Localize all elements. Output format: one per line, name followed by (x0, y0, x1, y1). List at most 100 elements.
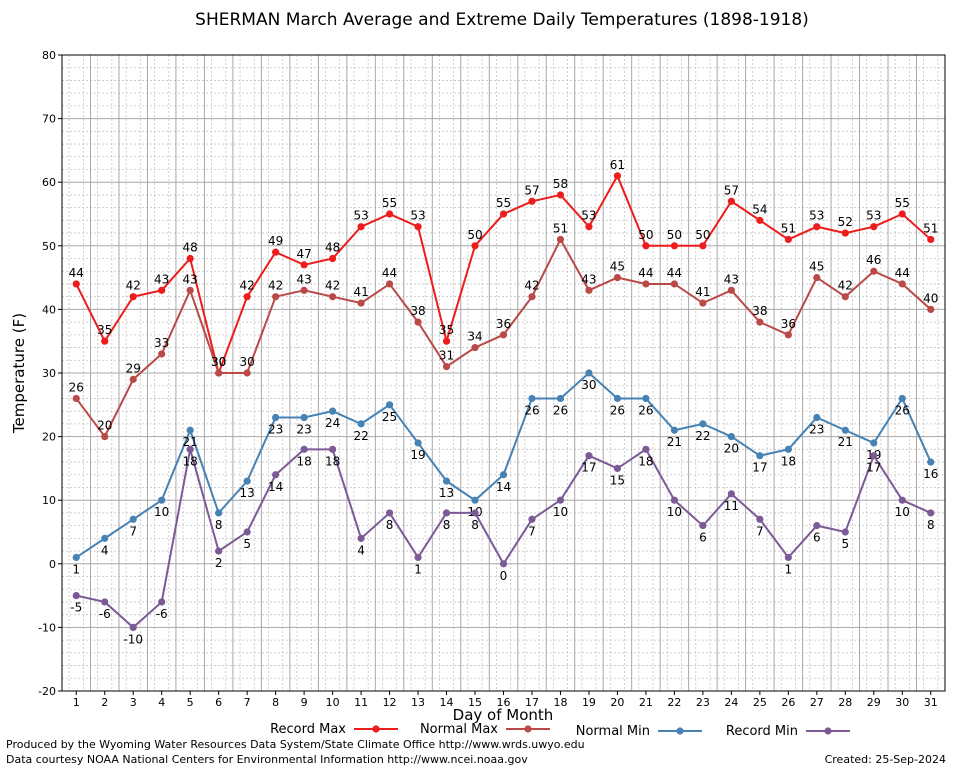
record-min-data-label: -5 (70, 601, 82, 615)
record-max-point (357, 223, 365, 231)
record-min-data-label: 18 (325, 454, 340, 468)
normal-min-data-label: 17 (752, 461, 767, 475)
legend-label-normal-min: Normal Min (576, 724, 650, 739)
record-min-point (756, 515, 764, 523)
normal-min-point (813, 413, 821, 422)
x-tick-label: 11 (354, 696, 368, 709)
y-axis-label: Temperature (F) (10, 313, 28, 434)
record-min-data-label: 8 (386, 518, 394, 532)
record-min-point (300, 445, 308, 453)
record-min-data-label: 10 (553, 505, 568, 519)
normal-max-point (699, 299, 707, 307)
x-tick-label: 14 (440, 696, 454, 709)
record-max-point (300, 261, 308, 269)
record-max-data-label: 48 (325, 241, 340, 255)
legend-label-normal-max: Normal Max (420, 722, 498, 737)
normal-max-data-label: 43 (724, 272, 739, 286)
normal-min-point (642, 394, 650, 403)
record-max-data-label: 50 (638, 228, 653, 242)
record-max-data-label: 50 (695, 228, 710, 242)
normal-min-point (300, 413, 308, 422)
record-min-point (442, 509, 451, 517)
normal-max-point (841, 293, 849, 301)
normal-min-data-label: 8 (215, 518, 223, 532)
record-min-data-label: 18 (183, 454, 198, 468)
y-tick-label: 30 (42, 367, 56, 380)
normal-max-data-label: 45 (610, 260, 625, 274)
normal-max-point (215, 369, 223, 377)
normal-max-data-label: 44 (382, 266, 397, 280)
normal-max-data-label: 44 (638, 266, 653, 280)
record-min-point (585, 452, 593, 460)
legend: Record Max Normal Max Normal Min Record Min (270, 722, 850, 739)
normal-max-data-label: 44 (667, 266, 682, 280)
record-min-point (528, 515, 536, 523)
normal-max-data-label: 36 (781, 317, 796, 331)
y-tick-label: 80 (42, 49, 56, 62)
x-tick-label: 1 (73, 696, 80, 709)
normal-max-data-label: 42 (838, 279, 853, 293)
record-max-data-label: 48 (183, 241, 198, 255)
normal-max-data-label: 42 (524, 279, 539, 293)
record-min-point (215, 547, 223, 555)
x-tick-label: 31 (924, 696, 938, 709)
record-max-point (756, 216, 764, 224)
normal-max-data-label: 30 (240, 355, 255, 369)
y-tick-label: 40 (42, 303, 56, 316)
record-min-point (784, 553, 792, 562)
record-min-point (870, 452, 878, 460)
record-max-point (186, 254, 194, 263)
normal-max-data-label: 45 (809, 260, 824, 274)
record-max-data-label: 35 (97, 323, 112, 337)
record-max-point (471, 242, 479, 250)
record-max-data-label: 54 (752, 202, 767, 216)
normal-max-data-label: 20 (97, 419, 112, 433)
x-tick-label: 16 (497, 696, 511, 709)
record-min-data-label: 7 (756, 524, 764, 538)
normal-max-point (585, 286, 593, 294)
normal-max-point (385, 280, 394, 288)
record-min-point (357, 534, 365, 542)
record-min-point (613, 464, 622, 472)
record-max-data-label: 30 (211, 355, 226, 369)
normal-min-point (756, 452, 764, 460)
record-min-data-label: 1 (785, 562, 793, 576)
legend-label-record-max: Record Max (270, 722, 346, 737)
normal-min-point (328, 407, 337, 415)
normal-max-point (442, 363, 451, 371)
record-max-point (72, 280, 80, 288)
normal-min-data-label: 14 (496, 480, 511, 494)
normal-min-data-label: 26 (610, 403, 625, 417)
record-max-data-label: 53 (866, 209, 881, 223)
record-max-point (898, 210, 906, 218)
x-tick-label: 28 (838, 696, 852, 709)
normal-min-point (499, 471, 508, 479)
record-min-point (642, 445, 650, 453)
record-min-point (186, 445, 194, 453)
normal-min-point (670, 426, 679, 434)
normal-max-point (870, 267, 878, 275)
record-max-data-label: 51 (781, 221, 796, 235)
x-tick-label: 25 (753, 696, 767, 709)
record-max-point (158, 286, 166, 294)
normal-min-point (243, 477, 251, 485)
normal-min-point (385, 401, 394, 409)
record-min-data-label: 0 (500, 569, 508, 583)
legend-label-record-min: Record Min (726, 724, 798, 739)
normal-max-point (129, 375, 137, 383)
normal-max-point (158, 350, 166, 358)
record-min-data-label: 10 (895, 505, 910, 519)
normal-min-point (186, 426, 194, 434)
record-max-data-label: 51 (923, 221, 938, 235)
record-min-point (385, 509, 394, 517)
record-min-point (243, 528, 251, 536)
normal-min-data-label: 21 (838, 435, 853, 449)
normal-max-point (528, 293, 536, 301)
record-max-data-label: 55 (382, 196, 397, 210)
normal-min-data-label: 23 (268, 423, 283, 437)
normal-min-data-label: 26 (895, 403, 910, 417)
record-min-data-label: 17 (866, 461, 881, 475)
x-tick-label: 3 (130, 696, 137, 709)
record-min-data-label: 8 (443, 518, 451, 532)
record-max-point (243, 293, 251, 301)
